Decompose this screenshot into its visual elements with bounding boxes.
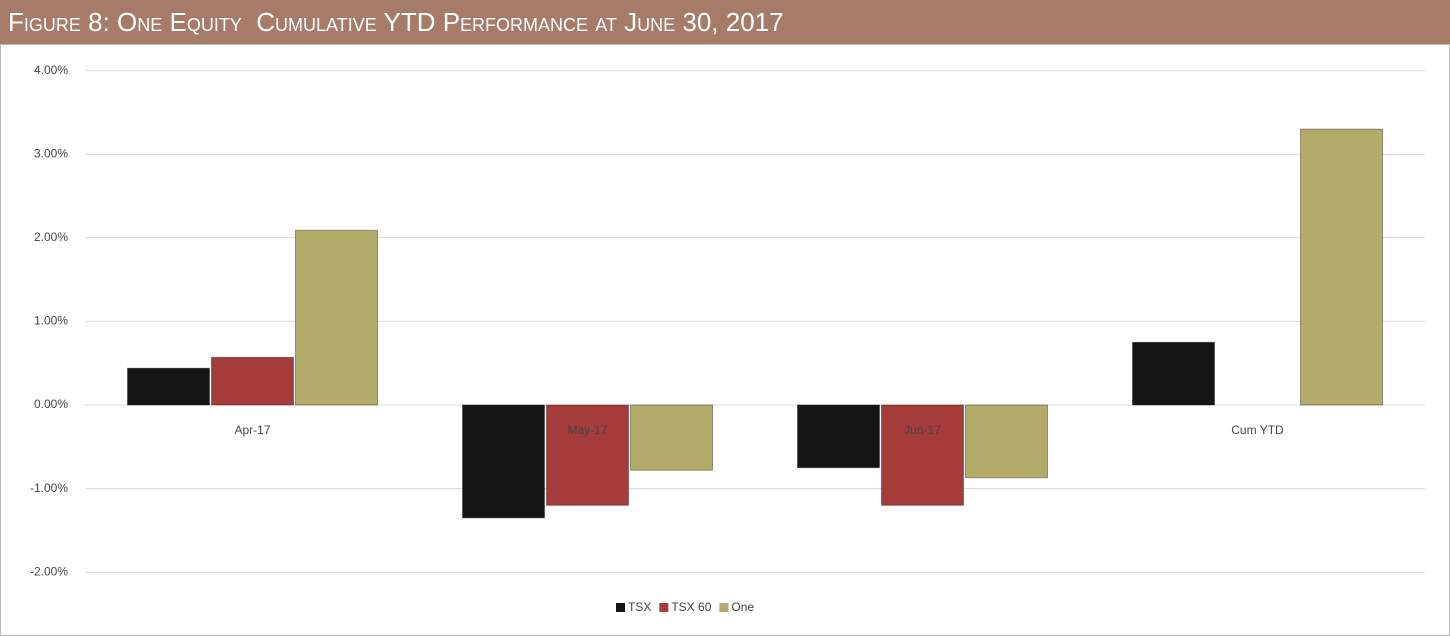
bar bbox=[630, 404, 713, 471]
bar bbox=[965, 404, 1048, 479]
bar bbox=[797, 404, 880, 469]
bar bbox=[1132, 341, 1215, 406]
y-tick-label: 4.00% bbox=[34, 63, 68, 77]
chart: 4.00% 3.00% 2.00% 1.00% 0.00% -1.00% -2.00% Apr… bbox=[0, 44, 1450, 636]
x-tick-label: May-17 bbox=[567, 423, 607, 437]
bar bbox=[211, 356, 294, 406]
y-tick-label: -1.00% bbox=[30, 481, 68, 495]
legend-swatch bbox=[659, 603, 669, 612]
x-tick-label: Cum YTD bbox=[1231, 423, 1284, 437]
bar bbox=[295, 229, 378, 406]
chart-title: Figure 8: One Equity Cumulative YTD Perf… bbox=[0, 0, 1450, 44]
legend-swatch bbox=[616, 603, 625, 612]
x-tick-label: Apr-17 bbox=[234, 423, 270, 437]
y-tick-label: 0.00% bbox=[34, 397, 68, 411]
chart-border bbox=[0, 44, 1450, 636]
x-tick-label: Jun-17 bbox=[904, 423, 941, 437]
y-tick-label: -2.00% bbox=[30, 564, 68, 578]
bar bbox=[127, 367, 210, 406]
legend-label: One bbox=[731, 600, 754, 614]
bar bbox=[462, 404, 545, 519]
bar bbox=[546, 404, 629, 506]
y-tick-label: 2.00% bbox=[34, 230, 68, 244]
legend-swatch bbox=[719, 603, 729, 612]
legend-label: TSX 60 bbox=[671, 600, 711, 614]
bar bbox=[1300, 128, 1383, 406]
y-tick-label: 3.00% bbox=[34, 146, 68, 160]
bar bbox=[881, 404, 964, 506]
legend-label: TSX bbox=[628, 600, 651, 614]
y-tick-label: 1.00% bbox=[34, 314, 68, 328]
